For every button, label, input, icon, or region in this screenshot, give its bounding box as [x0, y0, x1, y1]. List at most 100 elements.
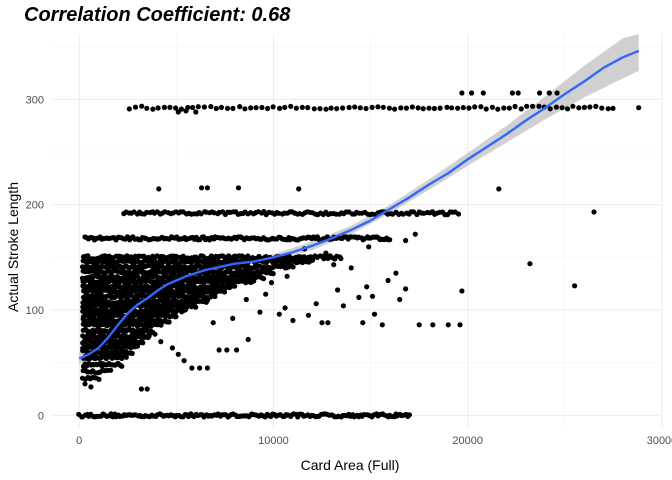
- data-point: [123, 354, 129, 360]
- data-point: [363, 105, 369, 112]
- data-point: [282, 104, 288, 110]
- data-point: [270, 104, 276, 110]
- data-point: [129, 350, 135, 356]
- data-point: [416, 322, 422, 328]
- data-point: [636, 105, 642, 111]
- data-point: [512, 103, 518, 110]
- data-point: [132, 104, 139, 110]
- data-point: [340, 105, 346, 111]
- data-point: [323, 250, 329, 256]
- data-point: [221, 289, 228, 295]
- data-point: [199, 185, 205, 191]
- data-point: [259, 104, 265, 111]
- data-point: [230, 105, 236, 111]
- data-point: [430, 322, 436, 328]
- data-point: [175, 351, 181, 357]
- data-point: [216, 347, 222, 353]
- data-point: [553, 104, 560, 110]
- data-point: [290, 264, 296, 270]
- data-point: [166, 319, 172, 325]
- data-point: [581, 104, 588, 110]
- data-point: [224, 347, 230, 353]
- confidence-band-layer: [79, 34, 639, 365]
- data-point: [460, 105, 466, 111]
- data-point: [386, 105, 392, 111]
- data-point: [204, 365, 210, 371]
- data-point: [146, 333, 152, 339]
- data-point: [119, 363, 125, 369]
- data-point: [572, 283, 578, 289]
- data-point: [455, 105, 461, 111]
- data-point: [299, 104, 305, 110]
- data-point: [392, 106, 398, 112]
- data-point: [276, 311, 282, 317]
- data-point: [138, 386, 144, 392]
- data-point: [270, 271, 276, 277]
- data-point: [204, 297, 211, 303]
- data-point: [150, 106, 156, 112]
- data-point: [257, 309, 263, 315]
- data-point: [426, 105, 432, 111]
- data-point: [409, 104, 415, 110]
- x-tick-label: 20000: [452, 435, 483, 447]
- data-point: [189, 365, 195, 371]
- data-point: [444, 104, 450, 110]
- data-point: [248, 105, 254, 111]
- data-point: [134, 343, 141, 349]
- data-point: [437, 105, 443, 111]
- data-point: [323, 106, 329, 112]
- data-point: [331, 262, 337, 268]
- data-point: [466, 105, 472, 111]
- data-point: [610, 105, 616, 111]
- data-point: [242, 106, 248, 112]
- data-point: [167, 104, 173, 110]
- data-point: [305, 312, 311, 318]
- data-point: [152, 331, 158, 337]
- data-point: [195, 104, 201, 110]
- x-axis-label: Card Area (Full): [301, 457, 400, 473]
- data-point: [559, 105, 565, 111]
- data-point: [403, 105, 409, 111]
- data-point: [364, 284, 370, 290]
- data-point: [311, 106, 317, 112]
- x-tick-label: 0: [76, 435, 82, 447]
- data-point: [518, 106, 524, 112]
- data-point: [496, 186, 502, 192]
- data-point: [144, 105, 150, 111]
- data-point: [380, 104, 386, 110]
- data-point: [190, 104, 196, 111]
- data-point: [576, 105, 582, 111]
- chart-title: Correlation Coefficient: 0.68: [24, 4, 291, 26]
- data-point: [140, 340, 146, 346]
- data-point: [319, 320, 325, 326]
- data-point: [305, 105, 311, 111]
- data-point: [156, 186, 162, 192]
- data-point: [108, 367, 114, 373]
- data-point: [201, 104, 207, 110]
- data-point: [459, 90, 465, 96]
- data-point: [144, 386, 150, 392]
- data-point: [593, 103, 599, 109]
- smooth-curve-layer: [78, 49, 640, 360]
- data-point: [218, 104, 224, 110]
- data-point: [340, 303, 346, 309]
- data-point: [328, 105, 334, 111]
- data-point: [126, 106, 132, 112]
- data-point: [547, 106, 553, 112]
- data-point: [183, 307, 189, 313]
- data-point: [169, 345, 175, 351]
- data-point: [313, 301, 319, 307]
- data-point: [480, 90, 486, 96]
- data-point: [478, 104, 484, 110]
- data-point: [334, 106, 340, 112]
- data-point: [260, 276, 267, 282]
- data-point: [346, 104, 352, 111]
- data-point: [459, 288, 465, 294]
- data-point: [449, 105, 455, 111]
- data-point: [173, 105, 179, 111]
- data-point: [371, 311, 378, 317]
- data-point: [224, 105, 231, 111]
- data-point: [398, 105, 404, 111]
